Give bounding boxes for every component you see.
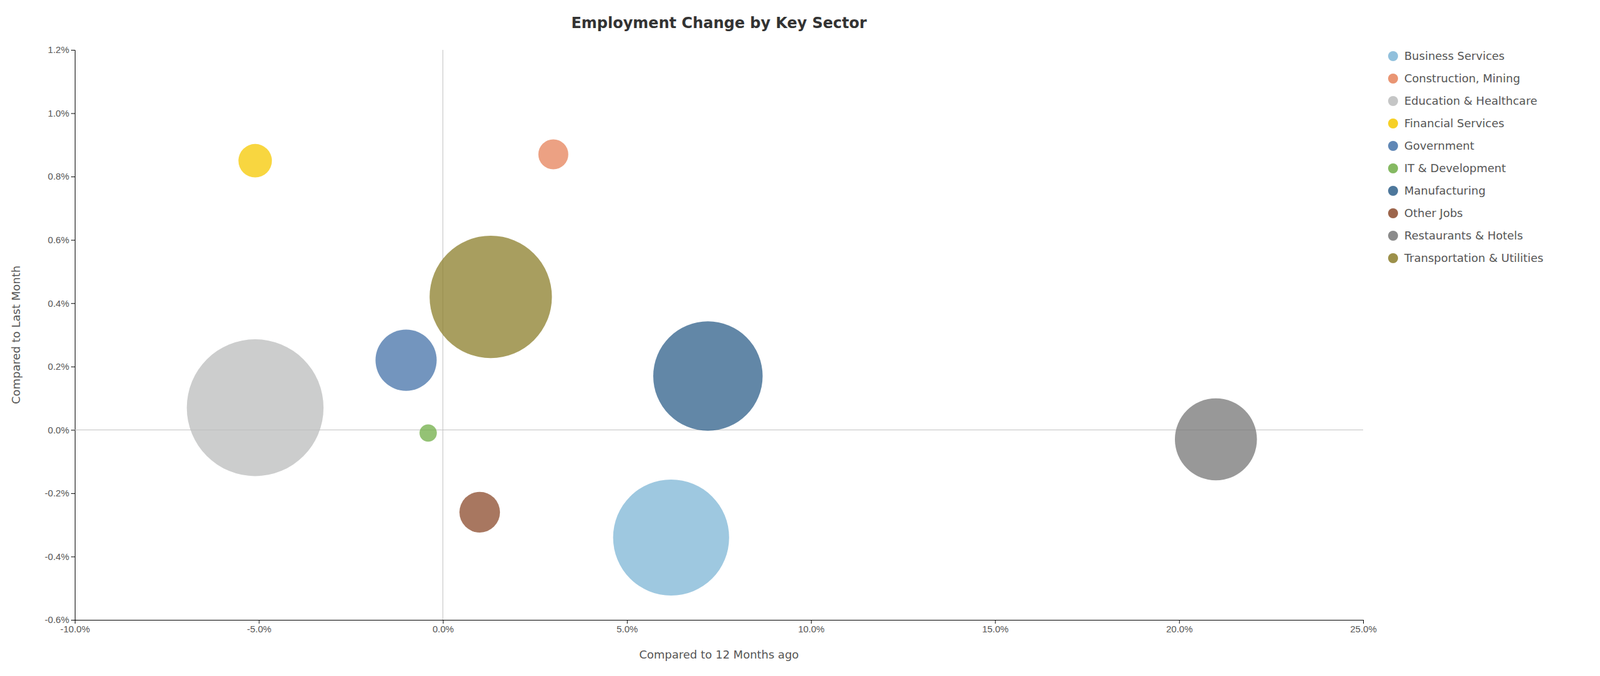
bubble xyxy=(1174,398,1258,481)
y-tick-mark xyxy=(71,429,75,431)
legend-swatch xyxy=(1388,73,1399,84)
bubble xyxy=(238,143,273,178)
y-tick: 1.0% xyxy=(47,107,75,119)
x-tick: 10.0% xyxy=(797,619,825,634)
x-axis-title: Compared to 12 Months ago xyxy=(638,647,799,661)
x-tick-label: 25.0% xyxy=(1350,623,1377,634)
y-tick-label: -0.4% xyxy=(44,550,70,562)
y-tick-label: 0.6% xyxy=(47,234,70,245)
y-tick-label: 0.8% xyxy=(47,170,70,182)
legend-label: IT & Development xyxy=(1404,161,1506,175)
x-tick: 15.0% xyxy=(982,619,1010,634)
y-tick: -0.2% xyxy=(44,487,75,499)
y-tick: 0.0% xyxy=(47,424,75,436)
legend: Business Services Construction, Mining Edu… xyxy=(1388,49,1544,265)
x-tick-label: 15.0% xyxy=(982,623,1010,634)
legend-swatch xyxy=(1388,185,1399,196)
y-tick: -0.6% xyxy=(44,613,75,625)
y-tick-label: -0.6% xyxy=(44,613,70,625)
legend-label: Business Services xyxy=(1404,49,1505,63)
legend-item: Construction, Mining xyxy=(1388,71,1521,85)
legend-item: Education & Healthcare xyxy=(1388,94,1538,108)
bubble xyxy=(429,235,552,358)
bubble xyxy=(375,329,437,391)
y-axis: -0.6% -0.4% -0.2% 0.0% 0.2% 0.4% 0.6% 0.8% 1.0% 1… xyxy=(44,44,76,625)
y-tick-mark xyxy=(71,49,75,51)
x-tick: -5.0% xyxy=(246,619,272,634)
legend-label: Construction, Mining xyxy=(1404,71,1521,85)
y-tick-mark xyxy=(71,302,75,304)
legend-item: Manufacturing xyxy=(1388,183,1486,197)
legend-item: Other Jobs xyxy=(1388,206,1463,220)
y-tick: 0.8% xyxy=(47,170,75,182)
legend-item: Business Services xyxy=(1388,49,1505,63)
x-tick-label: 20.0% xyxy=(1166,623,1193,634)
legend-label: Education & Healthcare xyxy=(1404,94,1538,108)
plot: -10.0%-5.0%0.0%5.0%10.0%15.0%20.0%25.0%-… xyxy=(44,44,1377,634)
x-axis: -10.0%-5.0%0.0%5.0%10.0%15.0%20.0%25.0% xyxy=(60,619,1377,634)
y-axis-title: Compared to Last Month xyxy=(9,265,23,404)
y-tick: 0.2% xyxy=(47,360,75,372)
legend-item: Restaurants & Hotels xyxy=(1388,228,1523,242)
y-tick: 1.2% xyxy=(47,44,75,55)
y-tick-mark xyxy=(71,176,75,178)
y-axis-line xyxy=(71,50,76,621)
y-tick-mark xyxy=(71,493,75,494)
legend-label: Financial Services xyxy=(1404,116,1505,130)
legend-swatch xyxy=(1388,253,1399,264)
bubble xyxy=(653,320,763,431)
y-tick-label: 0.0% xyxy=(47,424,70,436)
legend-swatch xyxy=(1388,51,1399,62)
x-tick: 20.0% xyxy=(1166,619,1193,634)
y-tick: 0.6% xyxy=(47,234,75,245)
bubble xyxy=(419,424,437,442)
legend-label: Other Jobs xyxy=(1404,206,1463,220)
y-tick-label: 0.2% xyxy=(47,360,70,372)
legend-swatch xyxy=(1388,95,1399,106)
legend-item: Financial Services xyxy=(1388,116,1505,130)
legend-label: Manufacturing xyxy=(1404,183,1486,197)
x-tick: 25.0% xyxy=(1350,619,1377,634)
bubble xyxy=(613,479,730,596)
legend-swatch xyxy=(1388,118,1399,129)
y-tick-label: 1.0% xyxy=(47,107,70,119)
y-tick-mark xyxy=(71,113,75,115)
marks xyxy=(74,49,1364,620)
legend-item: Transportation & Utilities xyxy=(1388,251,1544,265)
x-tick-label: 5.0% xyxy=(616,623,638,634)
y-tick: 0.4% xyxy=(47,297,75,309)
y-tick-label: 0.4% xyxy=(47,297,70,309)
legend-swatch xyxy=(1388,208,1399,219)
chart: -10.0%-5.0%0.0%5.0%10.0%15.0%20.0%25.0%-… xyxy=(0,0,1600,676)
legend-label: Restaurants & Hotels xyxy=(1404,228,1523,242)
bubble xyxy=(186,339,324,476)
legend-item: IT & Development xyxy=(1388,161,1506,175)
x-tick: 0.0% xyxy=(432,619,454,634)
y-tick-mark xyxy=(71,239,75,241)
legend-swatch xyxy=(1388,140,1399,151)
legend-swatch xyxy=(1388,163,1399,174)
y-tick-mark xyxy=(71,366,75,368)
y-tick-mark xyxy=(71,555,75,557)
bubble xyxy=(538,139,569,170)
legend-label: Government xyxy=(1404,138,1475,153)
bubble xyxy=(459,491,500,533)
legend-swatch xyxy=(1388,230,1399,241)
y-tick-label: 1.2% xyxy=(47,44,70,55)
x-tick-label: 10.0% xyxy=(797,623,825,634)
y-tick-label: -0.2% xyxy=(44,487,70,499)
title: Employment Change by Key Sector xyxy=(570,14,867,32)
legend-label: Transportation & Utilities xyxy=(1403,251,1544,265)
legend-item: Government xyxy=(1388,138,1475,153)
y-tick-mark xyxy=(71,619,75,621)
x-tick-label: -5.0% xyxy=(246,623,272,634)
y-tick: -0.4% xyxy=(44,550,75,562)
x-tick-label: 0.0% xyxy=(432,623,454,634)
x-tick: 5.0% xyxy=(616,619,638,634)
